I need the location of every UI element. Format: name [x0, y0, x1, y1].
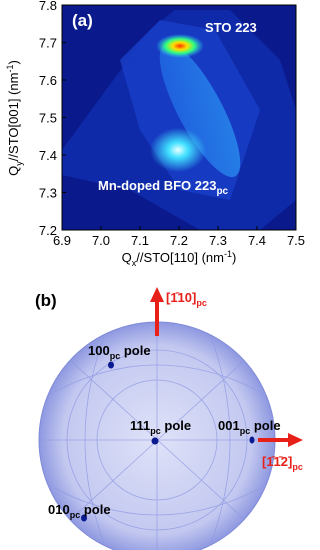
panel-b: (b) [1̄10]pc [1̄1̄2]pc 100pc pole 111pc p…	[35, 287, 303, 550]
x-tick-label: 7.3	[209, 233, 227, 248]
pole-dot	[81, 514, 87, 522]
panel-a: 6.9 7.0 7.1 7.2 7.3 7.4 7.5 7.2 7.3 7.4 7.5 7.6 7.7 7…	[5, 0, 305, 268]
panel-label: (a)	[72, 11, 93, 30]
y-tick-label: 7.4	[39, 148, 57, 163]
x-axis-label: Qx//STO[110] (nm-1)	[122, 249, 237, 268]
y-tick-label: 7.8	[39, 0, 57, 13]
pole-dot	[151, 437, 159, 445]
pole-label: 111pc pole	[130, 418, 191, 436]
pole-label: 010pc pole	[48, 502, 111, 520]
y-tick-label: 7.5	[39, 111, 57, 126]
y-tick-label: 7.2	[39, 223, 57, 238]
annotation: Mn-doped BFO 223pc	[98, 178, 229, 197]
annotation: STO 223	[205, 20, 257, 35]
pole-label: 100pc pole	[88, 343, 151, 361]
x-tick-label: 6.9	[53, 233, 71, 248]
y-tick-label: 7.3	[39, 186, 57, 201]
x-tick-label: 7.2	[170, 233, 188, 248]
y-tick-label: 7.7	[39, 36, 57, 51]
pole-dot	[249, 436, 255, 444]
map-intensity	[62, 10, 296, 230]
arrow-head	[150, 287, 164, 302]
direction-label: [1̄1̄2]pc	[262, 454, 303, 472]
y-tick-label: 7.6	[39, 73, 57, 88]
direction-label: [1̄10]pc	[166, 290, 207, 308]
arrows	[150, 287, 303, 447]
x-tick-label: 7.1	[131, 233, 149, 248]
pole-dot	[108, 361, 114, 369]
x-tick-label: 7.4	[248, 233, 266, 248]
pole-label: 001pc pole	[218, 418, 281, 436]
pole-dots	[81, 361, 255, 522]
x-tick-label: 7.5	[287, 233, 305, 248]
panel-label: (b)	[35, 291, 57, 310]
x-tick-label: 7.0	[92, 233, 110, 248]
arrow-head	[288, 433, 303, 447]
y-axis-label: Qy//STO[001] (nm-1)	[5, 60, 24, 176]
